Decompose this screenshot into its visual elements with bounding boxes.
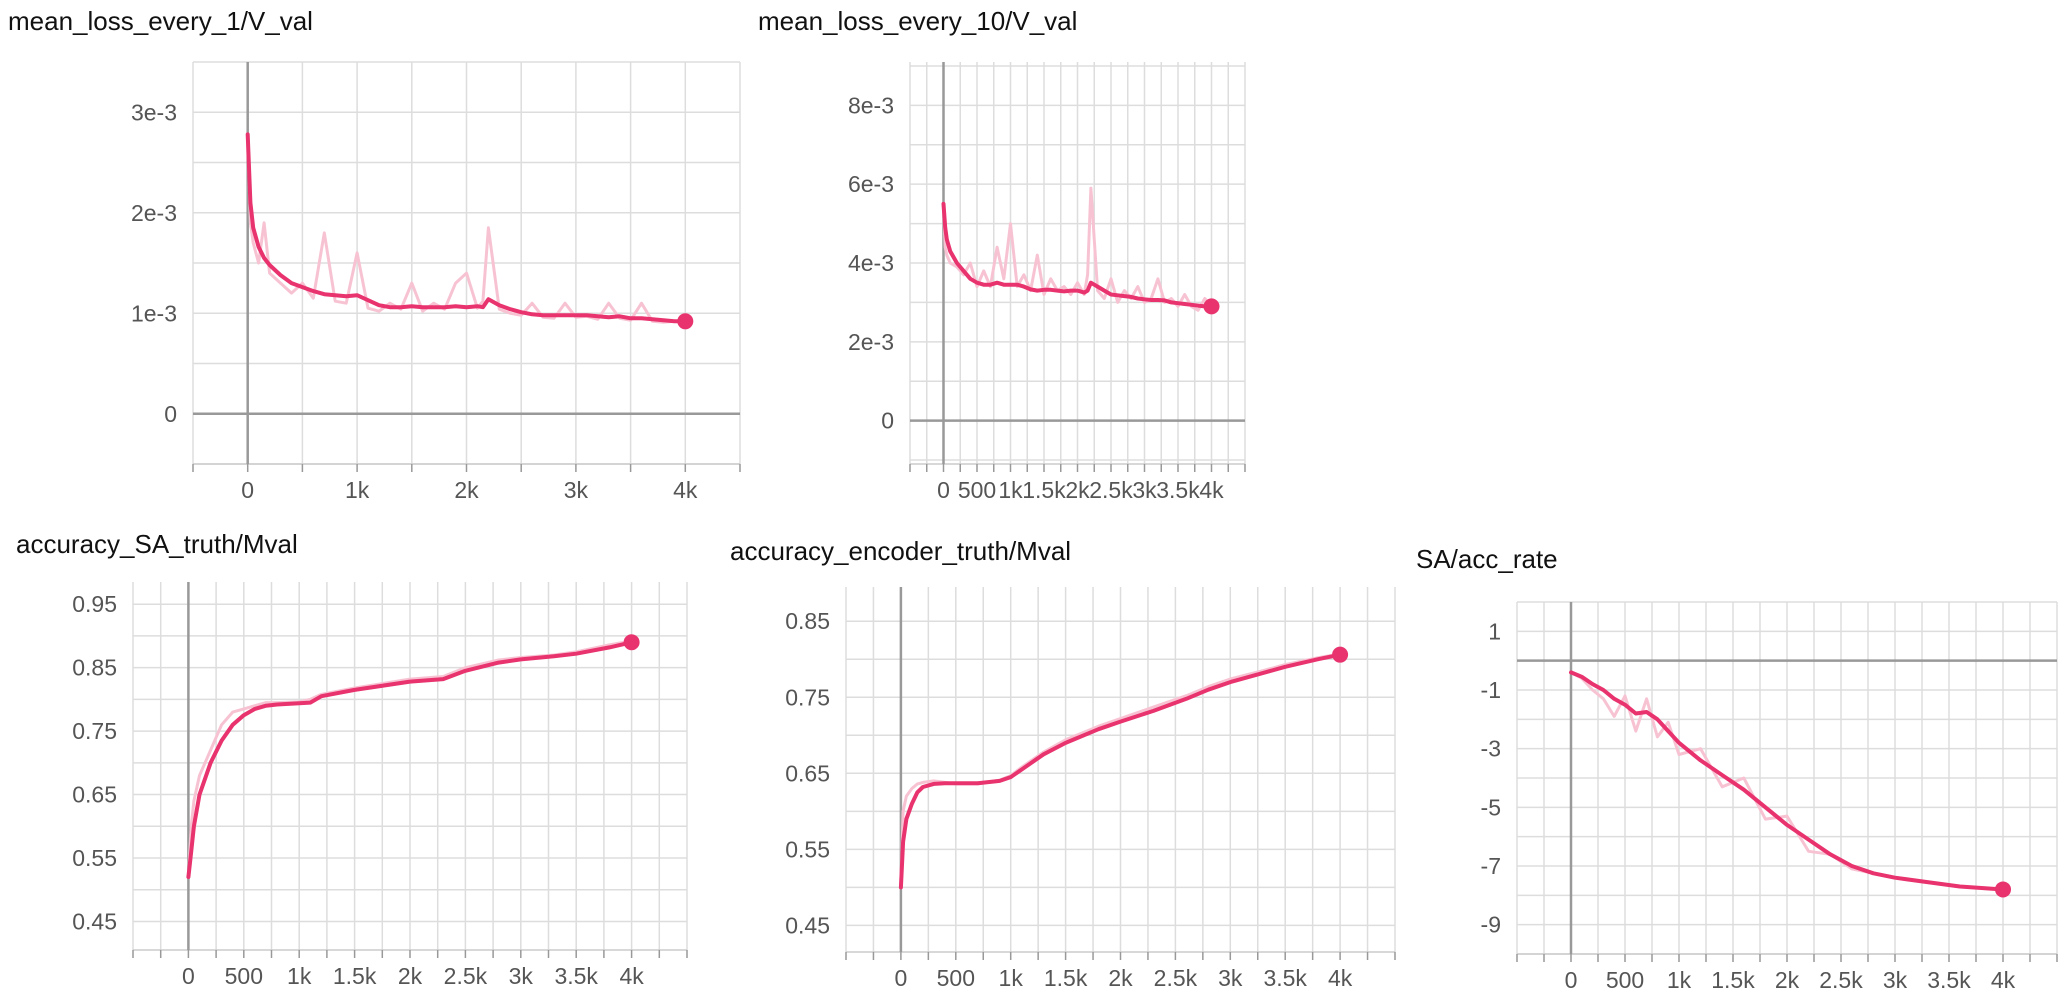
- chart-plot: 0 500 1k 1.5k 2k 2.5k 3k 3.5k 4k 1 -1 -3 -5 -7 -9: [1481, 601, 2058, 993]
- x-tick-label: 500: [958, 477, 996, 503]
- x-tick-label: 2.5k: [444, 963, 488, 989]
- y-tick-label: 0: [164, 401, 177, 427]
- y-tick-label: 0.45: [785, 912, 830, 938]
- x-tick-label: 1k: [287, 963, 312, 989]
- x-tick-label: 2.5k: [1089, 477, 1133, 503]
- chart-panel-mean-loss-10: mean_loss_every_10/V_val 0 500 1k 1.5k 2k 2.5…: [755, 0, 1515, 505]
- x-tick-label: 1k: [1667, 967, 1692, 993]
- y-tick-label: 8e-3: [848, 92, 894, 118]
- x-tick-label: 3k: [1132, 477, 1157, 503]
- x-tick-label: 0: [182, 963, 195, 989]
- x-tick-label: 500: [937, 965, 975, 991]
- x-tick-label: 2k: [1108, 965, 1133, 991]
- chart-plot: 0 500 1k 1.5k 2k 2.5k 3k 3.5k 4k 0.45 0.55 0.65 0.75…: [72, 582, 688, 989]
- x-tick-label: 4k: [1199, 477, 1224, 503]
- x-tick-label: 500: [1606, 967, 1644, 993]
- x-tick-label: 1k: [998, 477, 1023, 503]
- y-tick-label: -5: [1481, 794, 1501, 820]
- y-tick-label: -9: [1481, 912, 1501, 938]
- y-tick-label: 3e-3: [131, 99, 177, 125]
- y-tick-label: 2e-3: [848, 329, 894, 355]
- x-tick-label: 1.5k: [1044, 965, 1088, 991]
- x-tick-label: 2k: [398, 963, 423, 989]
- series-end-point: [623, 634, 640, 651]
- x-tick-label: 3.5k: [1263, 965, 1307, 991]
- series-smoothed-line: [898, 652, 1343, 890]
- chart-title: mean_loss_every_1/V_val: [8, 6, 313, 36]
- chart-panel-accuracy-sa: accuracy_SA_truth/Mval 0 500 1k 1.5k 2k 2.5k 3…: [0, 520, 720, 998]
- y-tick-label: -1: [1481, 677, 1501, 703]
- x-tick-label: 0: [1565, 967, 1578, 993]
- y-tick-label: 0.95: [72, 591, 117, 617]
- y-tick-label: -3: [1481, 736, 1501, 762]
- x-tick-label: 2.5k: [1154, 965, 1198, 991]
- x-tick-label: 3k: [564, 477, 589, 503]
- x-tick-label: 3k: [1218, 965, 1243, 991]
- y-tick-label: 0.85: [785, 608, 830, 634]
- chart-title: accuracy_SA_truth/Mval: [16, 529, 298, 559]
- series-smoothed-line: [1569, 670, 2005, 892]
- x-tick-label: 0: [937, 477, 950, 503]
- series-raw-line: [246, 134, 686, 325]
- x-tick-label: 1k: [999, 965, 1024, 991]
- series-end-point: [1995, 881, 2011, 898]
- y-tick-label: 0.65: [72, 782, 117, 808]
- x-tick-label: 3k: [1883, 967, 1908, 993]
- y-tick-label: 4e-3: [848, 250, 894, 276]
- y-tick-label: 0.55: [72, 845, 117, 871]
- chart-panel-sa-acc-rate: SA/acc_rate 0 500 1k 1.5k 2k 2.5k 3k 3.5k 4k 1 -1 -…: [1400, 520, 2072, 998]
- y-tick-label: -7: [1481, 853, 1501, 879]
- y-tick-label: 0.45: [72, 908, 117, 934]
- x-tick-label: 3.5k: [554, 963, 598, 989]
- x-tick-label: 1k: [345, 477, 370, 503]
- chart-plot: 0 500 1k 1.5k 2k 2.5k 3k 3.5k 4k 0.45 0.55 0.65 0.75…: [785, 587, 1396, 991]
- x-tick-label: 2k: [454, 477, 479, 503]
- y-tick-label: 0.75: [785, 684, 830, 710]
- chart-plot: 0 1k 2k 3k 4k 0 1e-3 2e-3 3e-3: [131, 61, 741, 503]
- x-tick-label: 4k: [619, 963, 644, 989]
- series-smoothed-line: [245, 132, 688, 324]
- series-end-point: [677, 313, 694, 330]
- series-end-point: [1203, 298, 1220, 315]
- y-tick-label: 6e-3: [848, 171, 894, 197]
- y-tick-label: 0.85: [72, 655, 117, 681]
- chart-panel-mean-loss-1: mean_loss_every_1/V_val 0 1k 2k 3k 4k 0 1e-3 2e…: [0, 0, 760, 505]
- x-tick-label: 4k: [673, 477, 698, 503]
- x-tick-label: 3.5k: [1927, 967, 1971, 993]
- series-smoothed-line: [941, 201, 1214, 309]
- x-tick-label: 4k: [1991, 967, 2016, 993]
- x-tick-label: 3.5k: [1156, 477, 1200, 503]
- x-tick-label: 2k: [1065, 477, 1090, 503]
- chart-panel-accuracy-encoder: accuracy_encoder_truth/Mval 0 500 1k 1.5k 2k…: [720, 520, 1420, 998]
- x-tick-label: 0: [241, 477, 254, 503]
- x-tick-label: 4k: [1328, 965, 1353, 991]
- x-tick-label: 500: [225, 963, 263, 989]
- x-tick-label: 1.5k: [1711, 967, 1755, 993]
- y-tick-label: 2e-3: [131, 200, 177, 226]
- series-smoothed-line: [186, 640, 634, 879]
- x-tick-label: 1.5k: [333, 963, 377, 989]
- y-tick-label: 0.55: [785, 836, 830, 862]
- y-tick-label: 0.75: [72, 718, 117, 744]
- x-tick-label: 3k: [509, 963, 534, 989]
- y-tick-label: 1: [1488, 618, 1501, 644]
- y-tick-label: 0.65: [785, 760, 830, 786]
- chart-title: accuracy_encoder_truth/Mval: [730, 536, 1072, 566]
- x-tick-label: 1.5k: [1022, 477, 1066, 503]
- chart-plot: 0 500 1k 1.5k 2k 2.5k 3k 3.5k 4k 0 2e-3 4e-3 6e-3 8e-…: [848, 62, 1246, 503]
- chart-title: mean_loss_every_10/V_val: [758, 6, 1078, 36]
- series-end-point: [1332, 646, 1349, 663]
- x-tick-label: 2k: [1775, 967, 1800, 993]
- x-tick-label: 0: [895, 965, 908, 991]
- y-tick-label: 0: [881, 408, 894, 434]
- y-tick-label: 1e-3: [131, 300, 177, 326]
- chart-title: SA/acc_rate: [1416, 544, 1558, 574]
- x-tick-label: 2.5k: [1819, 967, 1863, 993]
